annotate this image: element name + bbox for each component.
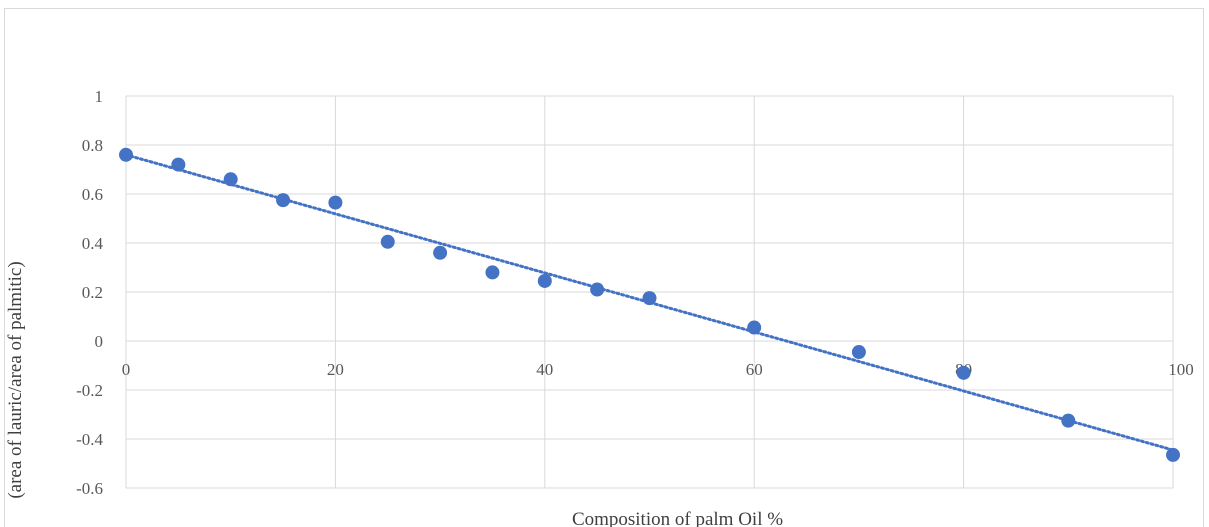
- x-tick-label: 0: [122, 360, 131, 379]
- data-point: [851, 345, 866, 360]
- data-point: [590, 282, 605, 297]
- data-point: [276, 193, 291, 208]
- y-tick-label: 0.4: [82, 234, 104, 253]
- y-tick-label: -0.4: [76, 430, 103, 449]
- y-tick-label: 0.6: [82, 185, 103, 204]
- y-axis-title: (area of lauric/area of palmitic): [5, 261, 26, 498]
- x-tick-label: 20: [327, 360, 344, 379]
- y-axis-ticks: 1 0.8 0.6 0.4 0.2 0 -0.2 -0.4 -0.6: [76, 87, 103, 498]
- data-point: [223, 172, 238, 187]
- x-axis-title: Composition of palm Oil %: [572, 509, 783, 527]
- data-point: [380, 234, 395, 249]
- x-axis-ticks: 020406080100: [122, 360, 1194, 379]
- data-point: [1166, 447, 1180, 462]
- y-tick-label: 0.8: [82, 136, 103, 155]
- y-tick-label: 1: [95, 87, 104, 106]
- y-tick-label: -0.6: [76, 479, 103, 498]
- data-point: [642, 291, 657, 306]
- y-tick-label: 0.2: [82, 283, 103, 302]
- data-point: [328, 195, 343, 210]
- data-point: [1061, 413, 1076, 428]
- data-point: [485, 265, 500, 280]
- data-point: [171, 157, 186, 172]
- x-tick-label: 40: [536, 360, 553, 379]
- data-point: [537, 273, 552, 288]
- x-tick-label: 60: [746, 360, 763, 379]
- y-tick-label: -0.2: [76, 381, 103, 400]
- data-point: [433, 245, 448, 260]
- data-points: [119, 147, 1180, 462]
- data-point: [956, 365, 971, 380]
- data-point: [747, 320, 762, 335]
- data-point: [119, 147, 133, 162]
- chart-border: [4, 8, 1204, 527]
- x-tick-label: 100: [1168, 360, 1194, 379]
- y-tick-label: 0: [95, 332, 104, 351]
